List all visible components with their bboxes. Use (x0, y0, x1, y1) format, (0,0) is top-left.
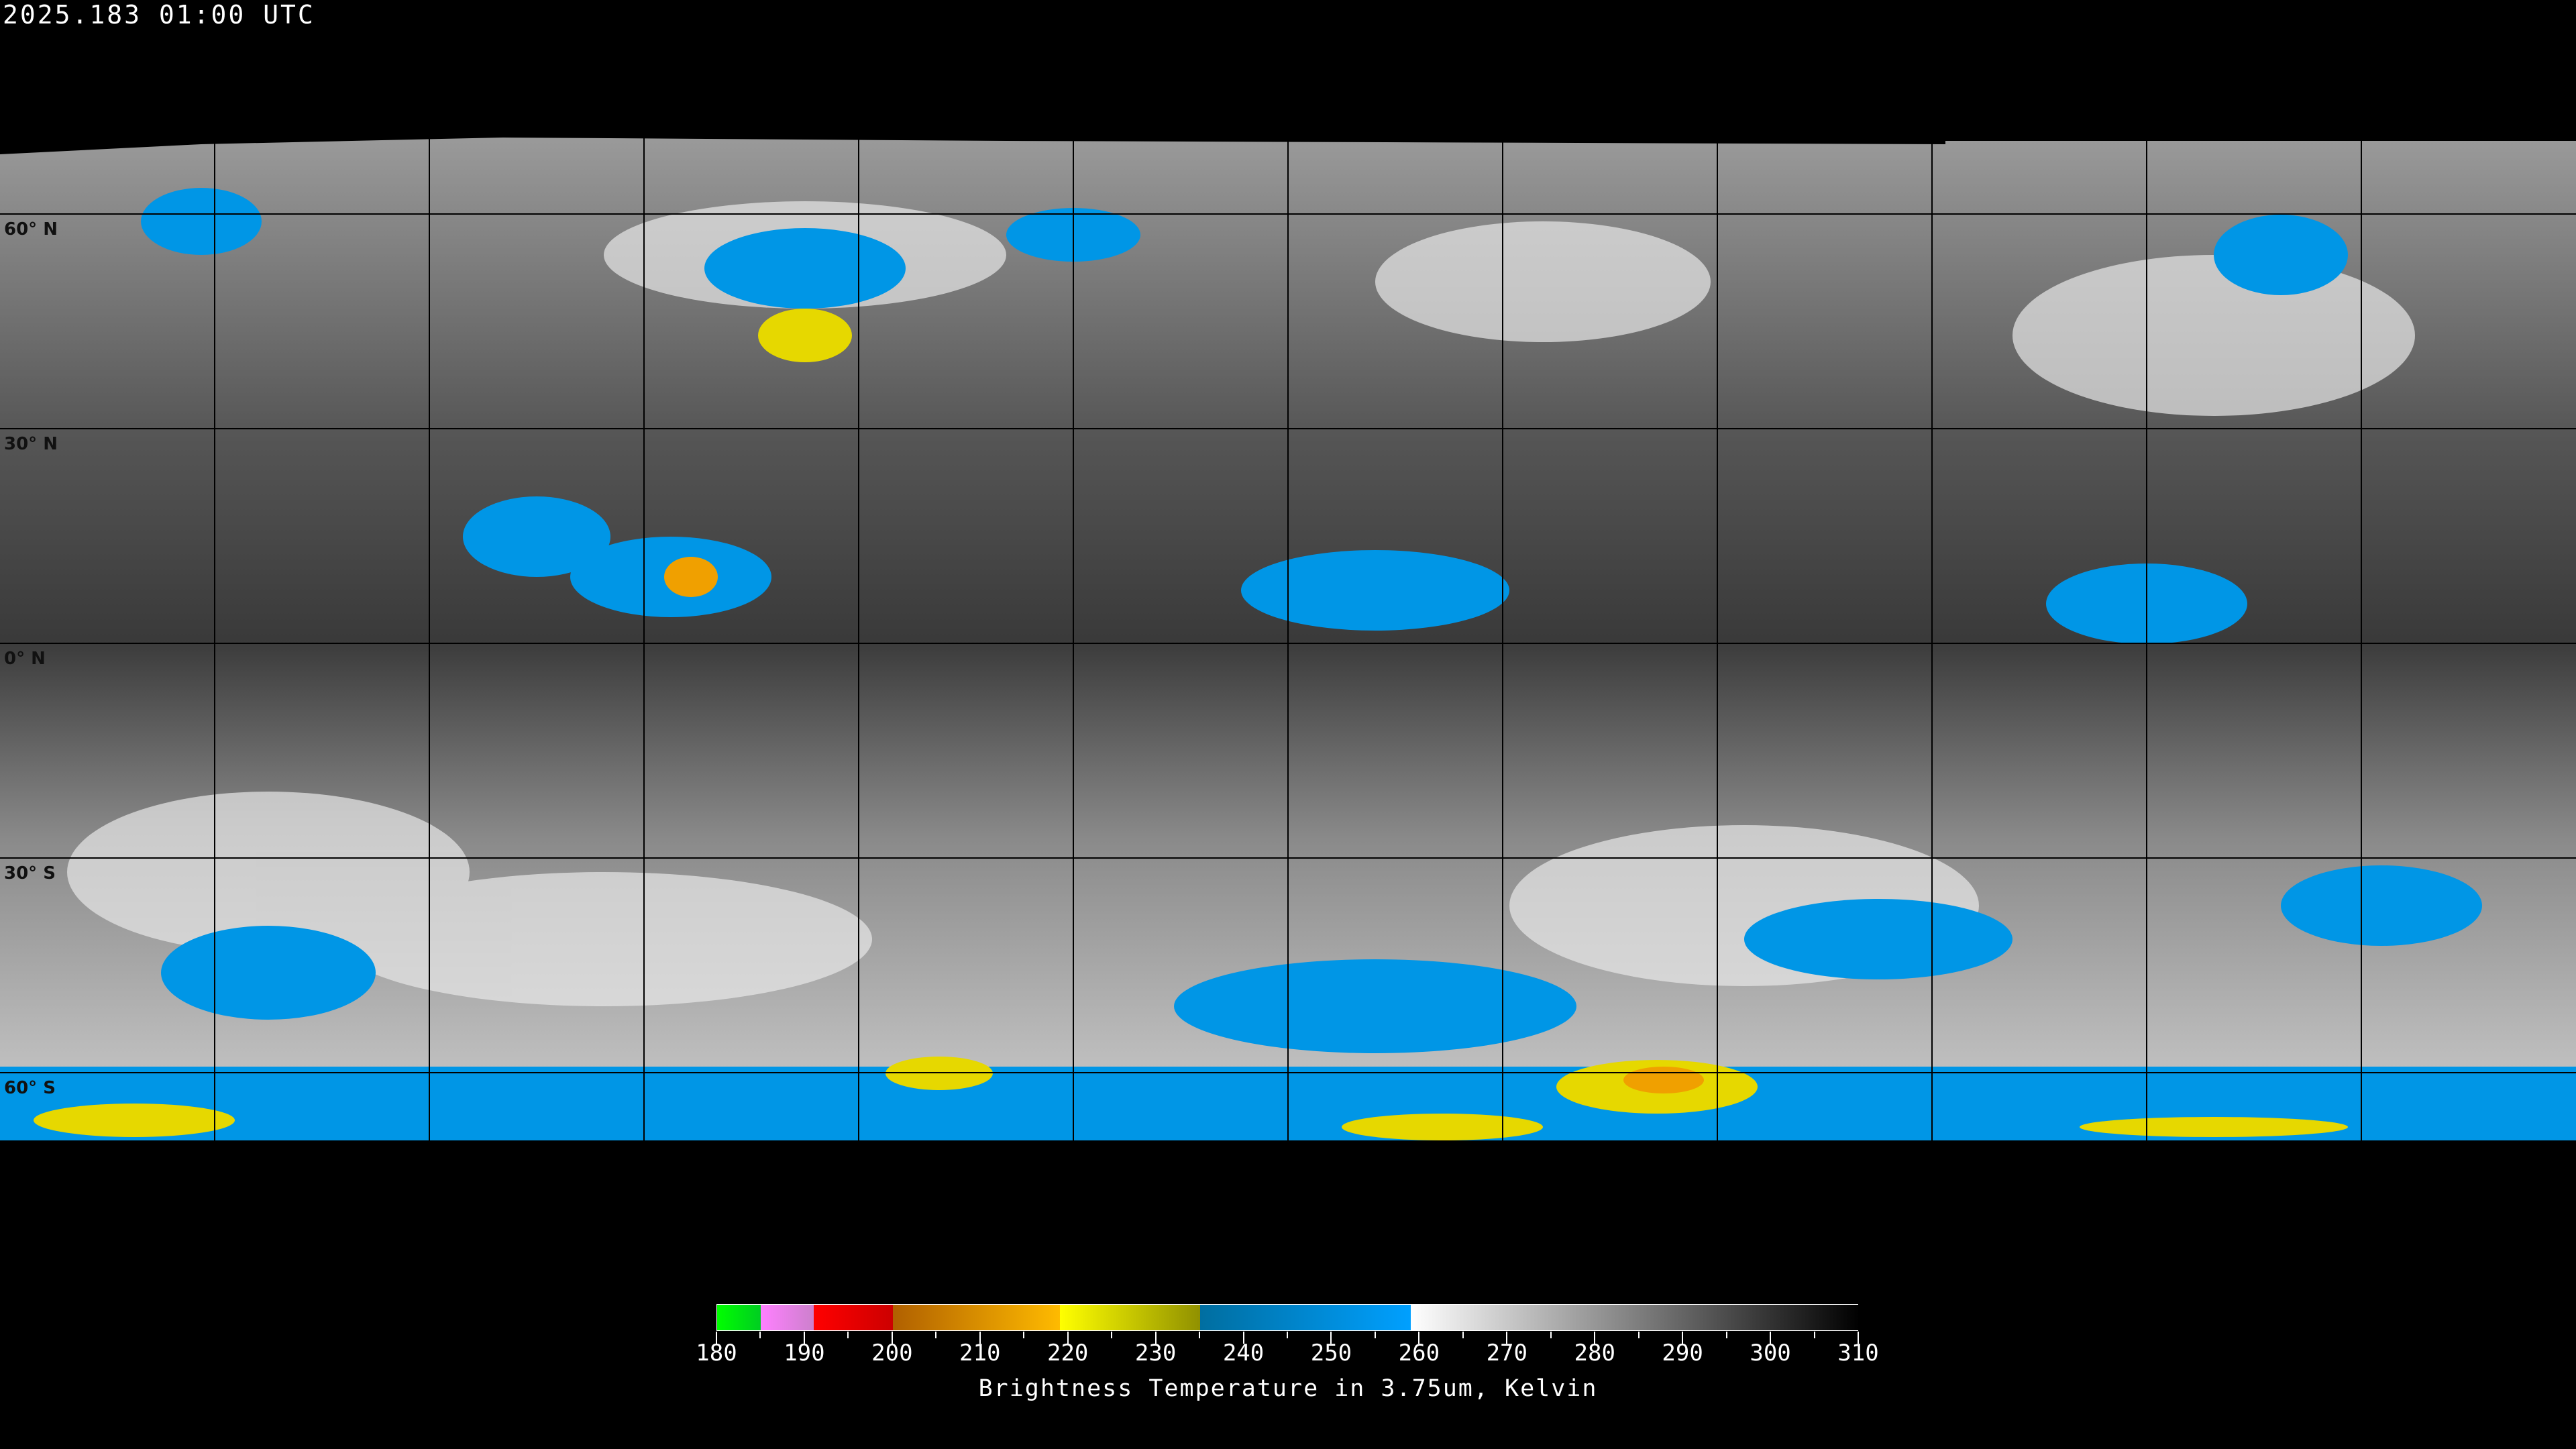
colorbar-tick-label: 200 (871, 1340, 913, 1366)
colorbar-segment (717, 1305, 762, 1330)
colorbar-segment (1411, 1305, 1860, 1330)
colorbar-tick (1111, 1332, 1113, 1338)
colorbar-segment (761, 1305, 814, 1330)
colorbar-tick-label: 230 (1134, 1340, 1177, 1366)
colorbar-tick-label: 250 (1310, 1340, 1352, 1366)
colorbar-tick (847, 1332, 849, 1338)
colorbar-tick-label: 270 (1486, 1340, 1528, 1366)
colorbar-tick-label: 290 (1662, 1340, 1703, 1366)
colorbar-segment (814, 1305, 894, 1330)
colorbar-tick (1770, 1332, 1772, 1344)
latitude-label: 60° N (4, 219, 58, 239)
colorbar-tick (716, 1332, 717, 1344)
colorbar-tick-label: 300 (1750, 1340, 1791, 1366)
colorbar-title: Brightness Temperature in 3.75um, Kelvin (978, 1375, 1598, 1402)
colorbar-tick-label: 310 (1837, 1340, 1879, 1366)
colorbar-tick-label: 220 (1046, 1340, 1089, 1366)
colorbar-tick (1155, 1332, 1157, 1344)
colorbar-tick-label: 190 (784, 1340, 825, 1366)
colorbar-tick (1287, 1332, 1288, 1338)
colorbar-tick (1023, 1332, 1025, 1338)
colorbar-tick (1330, 1332, 1332, 1344)
colorbar (716, 1304, 1860, 1331)
colorbar-segment (1200, 1305, 1412, 1330)
satellite-map (0, 27, 2576, 1281)
colorbar-tick-label: 240 (1222, 1340, 1265, 1366)
colorbar-tick (979, 1332, 981, 1344)
colorbar-tick (759, 1332, 761, 1338)
colorbar-tick-label: 210 (959, 1340, 1001, 1366)
colorbar-segment (1059, 1305, 1201, 1330)
colorbar-tick (1067, 1332, 1069, 1344)
colorbar-tick (1813, 1332, 1815, 1338)
colorbar-tick-label: 280 (1574, 1340, 1615, 1366)
graticule (0, 27, 2576, 1281)
colorbar-tick (1462, 1332, 1464, 1338)
colorbar-tick-label: 260 (1398, 1340, 1440, 1366)
colorbar-tick (1242, 1332, 1244, 1344)
timestamp-title: 2025.183 01:00 UTC (3, 0, 315, 30)
latitude-label: 0° N (4, 649, 46, 669)
colorbar-tick-label: 180 (696, 1340, 737, 1366)
colorbar-tick (1374, 1332, 1376, 1338)
latitude-label: 60° S (4, 1078, 56, 1098)
colorbar-tick (1858, 1332, 1859, 1344)
colorbar-tick (1682, 1332, 1684, 1344)
colorbar-tick (1594, 1332, 1596, 1344)
colorbar-tick (1506, 1332, 1508, 1344)
colorbar-tick (935, 1332, 937, 1338)
colorbar-tick (1550, 1332, 1552, 1338)
colorbar-tick (1638, 1332, 1640, 1338)
colorbar-tick (1418, 1332, 1420, 1344)
colorbar-segment (892, 1305, 1061, 1330)
colorbar-tick (803, 1332, 805, 1344)
colorbar-tick (1725, 1332, 1727, 1338)
latitude-label: 30° S (4, 863, 56, 883)
colorbar-tick (891, 1332, 893, 1344)
latitude-label: 30° N (4, 434, 58, 454)
colorbar-tick (1199, 1332, 1201, 1338)
